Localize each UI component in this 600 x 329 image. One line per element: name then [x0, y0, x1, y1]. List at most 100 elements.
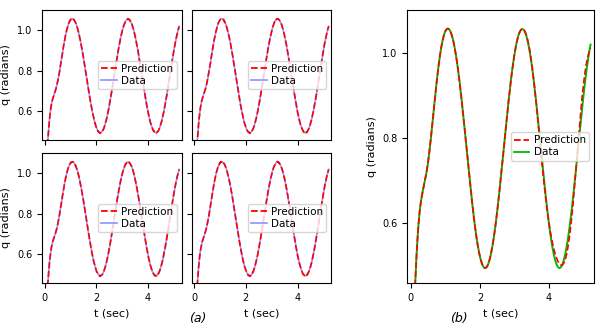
Data: [131, 32, 138, 36]
Data: [218, 160, 226, 164]
Data: [270, 23, 277, 27]
Prediction: [444, 27, 451, 31]
Data: [65, 165, 72, 169]
Data: [102, 120, 109, 124]
Prediction: [251, 121, 259, 125]
Legend: Prediction, Data: Prediction, Data: [98, 61, 176, 89]
X-axis label: t (sec): t (sec): [244, 308, 279, 318]
Prediction: [76, 177, 83, 181]
Data: [121, 23, 128, 27]
Data: [281, 32, 288, 36]
Prediction: [281, 175, 288, 179]
Prediction: [68, 16, 76, 20]
Data: [543, 201, 550, 205]
Data: [281, 175, 288, 179]
Data: [131, 175, 138, 179]
Data: [68, 160, 76, 164]
Data: [226, 177, 233, 181]
Prediction: [76, 34, 83, 38]
Y-axis label: q (radians): q (radians): [1, 188, 11, 248]
Legend: Prediction, Data: Prediction, Data: [248, 61, 326, 89]
Prediction: [131, 32, 138, 36]
Data: [514, 39, 521, 43]
Prediction: [274, 160, 281, 164]
Prediction: [214, 22, 221, 26]
Data: [587, 42, 594, 46]
Y-axis label: q (radians): q (radians): [367, 116, 377, 177]
Prediction: [325, 24, 332, 28]
Data: [176, 167, 183, 171]
X-axis label: t (sec): t (sec): [483, 308, 518, 318]
Data: [439, 38, 446, 42]
Line: Prediction: Prediction: [44, 18, 179, 189]
Prediction: [225, 33, 232, 37]
Legend: Prediction, Data: Prediction, Data: [511, 132, 589, 161]
Prediction: [587, 46, 594, 50]
Prediction: [214, 165, 221, 169]
Data: [121, 165, 128, 169]
Legend: Prediction, Data: Prediction, Data: [248, 204, 326, 232]
Line: Data: Data: [411, 29, 590, 329]
Line: Prediction: Prediction: [194, 19, 329, 190]
Data: [325, 24, 332, 28]
Prediction: [191, 188, 198, 192]
Prediction: [270, 166, 277, 170]
Data: [325, 167, 332, 171]
Prediction: [281, 32, 288, 36]
Data: [489, 244, 496, 248]
Data: [218, 17, 226, 21]
Prediction: [131, 175, 138, 179]
Prediction: [102, 120, 109, 124]
Legend: Prediction, Data: Prediction, Data: [98, 204, 176, 232]
Line: Data: Data: [44, 162, 179, 329]
Prediction: [543, 203, 550, 207]
Data: [65, 22, 72, 26]
Line: Data: Data: [194, 162, 329, 329]
Prediction: [176, 24, 183, 28]
Prediction: [251, 264, 259, 268]
Prediction: [292, 100, 299, 104]
Data: [444, 27, 451, 31]
Data: [251, 120, 259, 124]
Prediction: [325, 167, 332, 171]
Data: [454, 63, 461, 66]
Prediction: [514, 39, 521, 43]
Data: [102, 264, 109, 267]
Prediction: [489, 244, 496, 248]
Prediction: [65, 22, 72, 26]
Y-axis label: q (radians): q (radians): [1, 44, 11, 105]
Data: [191, 188, 198, 192]
Prediction: [292, 243, 299, 247]
Prediction: [176, 167, 183, 171]
Prediction: [527, 58, 535, 62]
Prediction: [270, 23, 277, 27]
Text: (b): (b): [450, 313, 468, 325]
Prediction: [102, 263, 109, 267]
Data: [527, 59, 535, 63]
Data: [214, 22, 221, 26]
Prediction: [69, 160, 76, 164]
Data: [76, 177, 83, 181]
Data: [251, 264, 259, 267]
Data: [76, 34, 83, 38]
Line: Prediction: Prediction: [44, 162, 179, 329]
Prediction: [439, 38, 446, 42]
Data: [143, 243, 150, 247]
Data: [143, 100, 150, 104]
Prediction: [143, 243, 150, 247]
Data: [41, 188, 48, 192]
Prediction: [225, 176, 232, 180]
Data: [270, 165, 277, 169]
Prediction: [121, 165, 128, 169]
Data: [226, 34, 233, 38]
Data: [68, 17, 76, 21]
X-axis label: t (sec): t (sec): [94, 308, 130, 318]
Line: Prediction: Prediction: [194, 162, 329, 329]
Prediction: [65, 165, 72, 169]
Data: [176, 24, 183, 28]
Line: Data: Data: [194, 19, 329, 190]
Data: [214, 165, 221, 169]
Prediction: [275, 17, 282, 21]
Line: Prediction: Prediction: [411, 29, 590, 329]
Prediction: [41, 187, 48, 191]
